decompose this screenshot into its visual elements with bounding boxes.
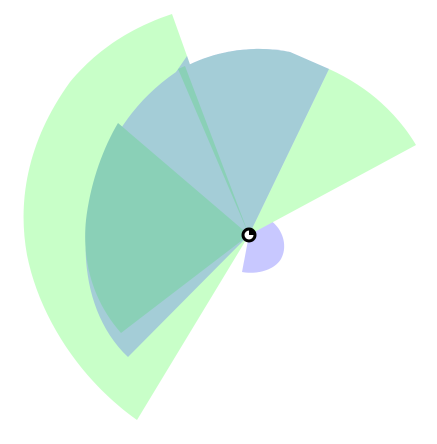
overlap-region-upper [176,48,329,235]
origin-marker [241,227,257,243]
green-sector-right [249,69,416,235]
deep-overlap-sliver [178,66,249,235]
origin-marker-notch [249,229,255,235]
deep-overlap-region [85,123,249,333]
